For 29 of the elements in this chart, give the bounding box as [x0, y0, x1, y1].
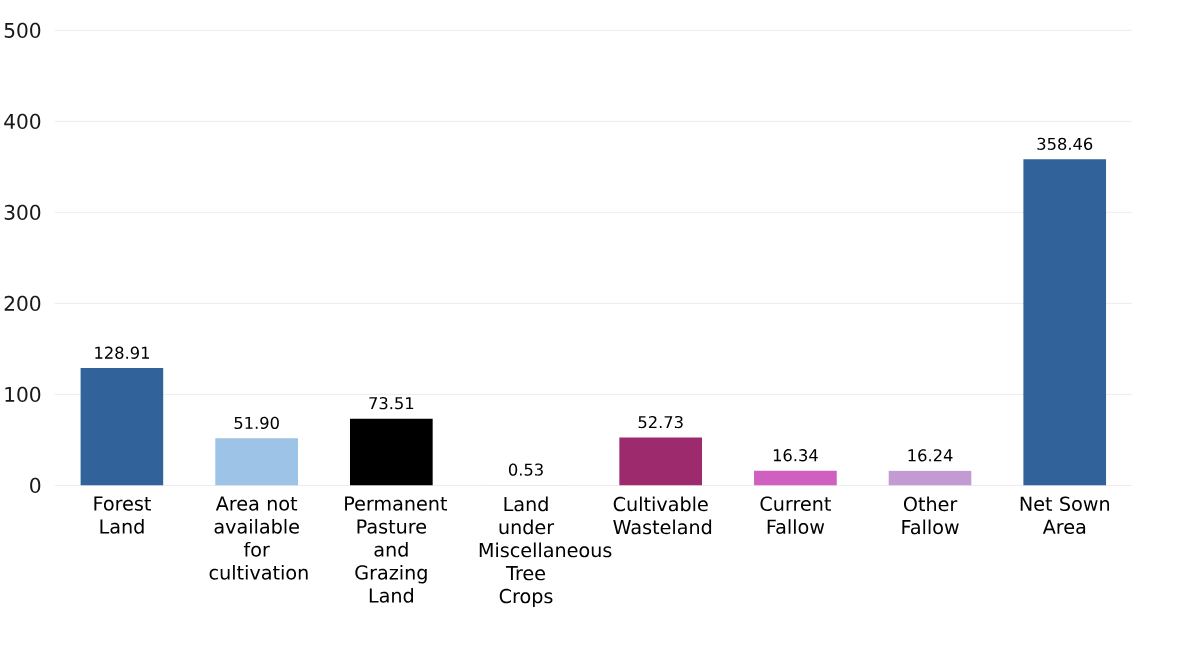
data-label: 16.24	[908, 449, 953, 462]
bar	[888, 470, 972, 486]
y-tick-label: 200	[4, 296, 41, 312]
data-label: 128.91	[95, 346, 149, 360]
bar	[754, 470, 837, 486]
x-tick-label: Cultivable Wasteland	[613, 496, 712, 535]
y-tick-label: 100	[5, 387, 41, 403]
bar	[80, 368, 164, 486]
bar	[619, 437, 703, 486]
x-tick-label: Land under Miscellaneous Tree Crops	[479, 496, 612, 608]
y-tick-label: 500	[4, 22, 41, 39]
data-label: 73.51	[369, 397, 414, 410]
y-tick-label: 0	[30, 478, 41, 494]
data-label: 16.34	[773, 449, 818, 462]
x-tick-label: Forest Land	[94, 496, 151, 534]
x-tick-label: Net Sown Area	[1020, 496, 1110, 535]
bar	[1023, 159, 1107, 486]
data-label: 0.53	[508, 463, 543, 477]
bar	[215, 438, 299, 486]
y-tick-label: 300	[4, 205, 41, 221]
x-tick-label: Current Fallow	[760, 496, 831, 535]
y-tick-label: 400	[4, 114, 41, 130]
bar	[349, 418, 433, 486]
x-tick-label: Other Fallow	[902, 496, 959, 535]
x-tick-label: Permanent Pasture and Grazing Land	[345, 496, 448, 603]
x-tick-label: Area not available for cultivation	[209, 496, 308, 580]
data-label: 52.73	[638, 416, 683, 429]
data-label: 358.46	[1037, 137, 1093, 151]
data-label: 51.90	[234, 416, 279, 430]
